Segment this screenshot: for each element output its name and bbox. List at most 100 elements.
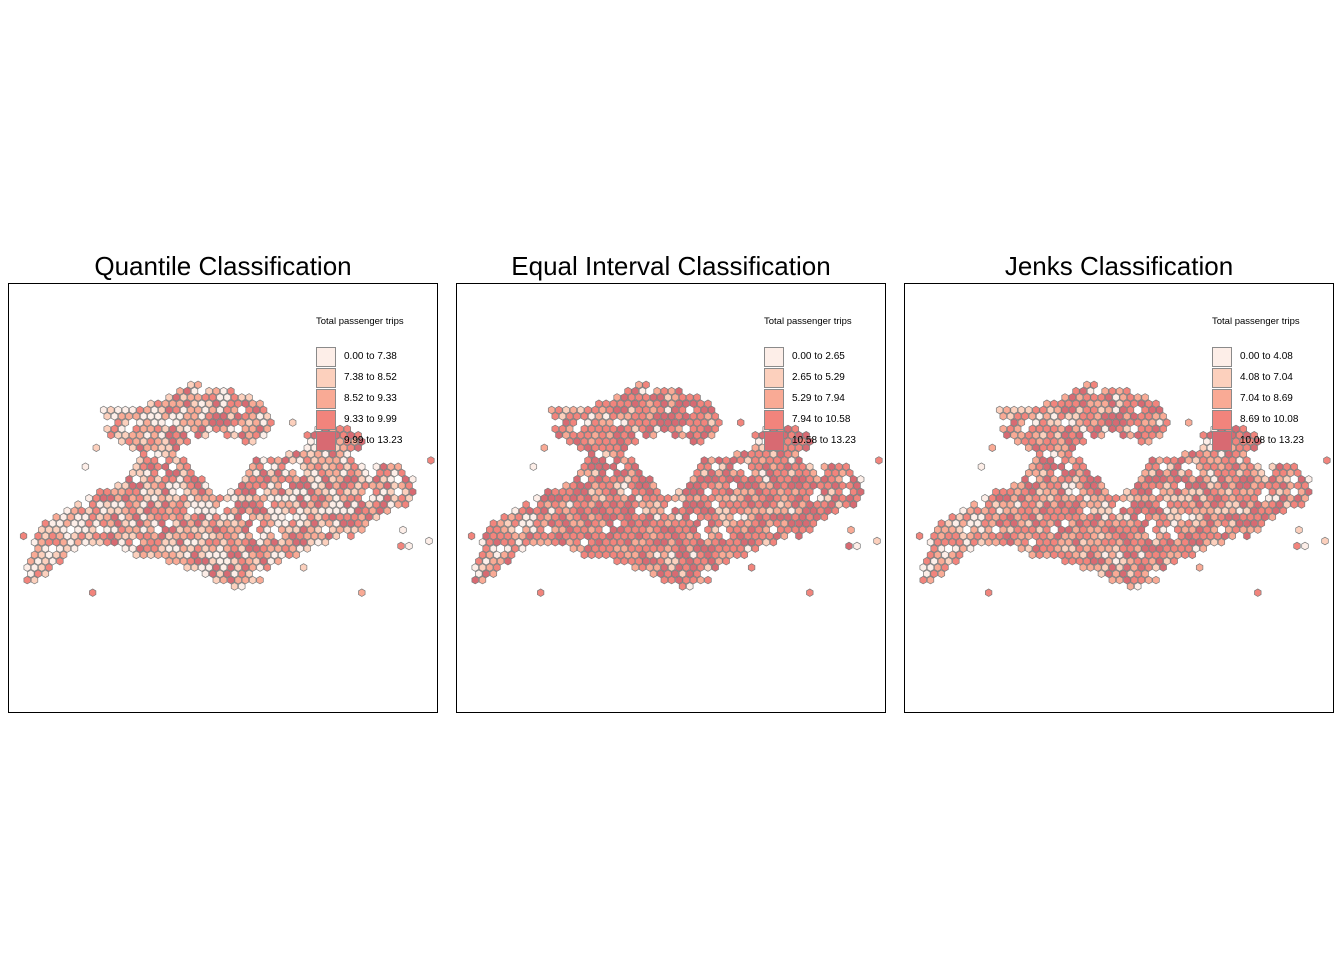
hex-cell: [139, 462, 148, 471]
legend-item: 10.08 to 13.23: [1212, 430, 1330, 451]
hex-cell: [107, 493, 115, 503]
hex-cell: [1072, 500, 1080, 509]
legend-label: 8.69 to 10.08: [1240, 414, 1299, 425]
hex-cell: [1072, 550, 1080, 560]
hex-cell: [624, 412, 632, 421]
hex-cell: [1254, 588, 1262, 597]
hex-cell: [722, 544, 730, 553]
hex-cell: [737, 493, 745, 503]
hex-cell: [558, 538, 567, 547]
hex-cell: [1268, 475, 1277, 484]
hex-cell: [1006, 424, 1015, 434]
hex-cell: [642, 418, 650, 427]
hex-cell: [245, 519, 253, 528]
hex-cell: [132, 437, 140, 446]
hex-cell: [780, 456, 788, 465]
hex-cell: [631, 563, 639, 572]
hex-cell: [784, 475, 792, 484]
hex-cell: [595, 424, 603, 434]
hex-cell: [689, 538, 698, 547]
hex-cell: [1141, 519, 1149, 528]
hex-cell: [1221, 531, 1229, 541]
hex-cell: [1075, 456, 1084, 465]
hex-cell: [143, 481, 151, 490]
hex-cell: [726, 475, 734, 484]
hex-cell: [802, 481, 810, 490]
hex-cell: [321, 538, 330, 547]
hex-cell: [289, 531, 297, 541]
hex-cell: [1068, 443, 1076, 453]
hex-cell: [154, 475, 162, 484]
hex-cell: [795, 481, 803, 490]
hex-cell: [179, 506, 188, 516]
hex-cell: [1170, 544, 1178, 553]
hex-cell: [598, 519, 607, 528]
hex-cell: [176, 424, 184, 434]
hex-cell: [755, 525, 763, 534]
hex-cell: [1025, 531, 1033, 541]
hex-cell: [1141, 531, 1149, 541]
hex-cell: [1043, 412, 1051, 421]
hex-cell: [649, 531, 658, 541]
hex-cell: [1097, 569, 1106, 579]
hex-cell: [595, 525, 603, 534]
hex-cell: [1141, 468, 1149, 478]
hex-cell: [562, 418, 570, 427]
hex-cell: [92, 506, 100, 516]
hex-cell: [223, 493, 231, 503]
hex-cell: [1225, 512, 1233, 522]
hex-cell: [1203, 500, 1211, 509]
hex-cell: [281, 531, 290, 541]
hex-cell: [212, 550, 220, 560]
hex-cell: [577, 468, 585, 478]
map-frame: Total passenger trips 0.00 to 2.65 2.65 …: [456, 283, 886, 713]
hex-cell: [325, 456, 333, 465]
hex-cell: [1254, 475, 1262, 484]
hex-cell: [263, 563, 271, 572]
hex-cell: [617, 538, 625, 547]
hex-cell: [1214, 519, 1222, 528]
hex-cell: [602, 475, 610, 484]
hex-cell: [1243, 531, 1251, 541]
hex-cell: [132, 525, 140, 534]
hex-cell: [223, 556, 231, 566]
hex-cell: [1112, 544, 1120, 553]
hex-cell: [963, 538, 971, 547]
hex-cell: [34, 556, 42, 566]
hex-cell: [1079, 475, 1087, 484]
hex-cell: [707, 430, 716, 440]
hex-cell: [1210, 462, 1218, 471]
hex-cell: [642, 556, 650, 566]
hex-cell: [1243, 468, 1251, 478]
hex-cell: [718, 550, 727, 560]
hex-cell: [624, 424, 632, 434]
hex-cell: [1206, 468, 1215, 478]
hex-cell: [1119, 418, 1127, 427]
hex-cell: [1145, 487, 1153, 497]
hex-cell: [733, 487, 741, 497]
hex-cell: [1246, 462, 1255, 471]
hex-cell: [219, 575, 228, 585]
hex-cell: [183, 462, 191, 471]
hex-cell: [110, 512, 119, 522]
hex-cell: [1043, 550, 1051, 560]
hex-cell: [289, 519, 297, 528]
hex-cell: [1039, 544, 1047, 553]
hex-cell: [1239, 437, 1247, 446]
hex-cell: [190, 512, 199, 522]
hex-cell: [1090, 481, 1098, 490]
hex-cell: [985, 525, 993, 534]
hex-cell: [682, 575, 690, 585]
hex-cell: [387, 500, 395, 509]
hex-cell: [143, 506, 151, 516]
hex-cell: [1155, 506, 1164, 516]
hex-cell: [1068, 519, 1076, 528]
hex-cell: [529, 525, 538, 534]
hex-cell: [1083, 380, 1091, 390]
hex-cell: [1094, 475, 1102, 484]
hex-cell: [606, 443, 614, 453]
hex-cell: [358, 525, 366, 534]
hex-cell: [766, 481, 774, 490]
map-legend: Total passenger trips 0.00 to 2.65 2.65 …: [764, 316, 882, 451]
hex-cell: [92, 443, 100, 453]
